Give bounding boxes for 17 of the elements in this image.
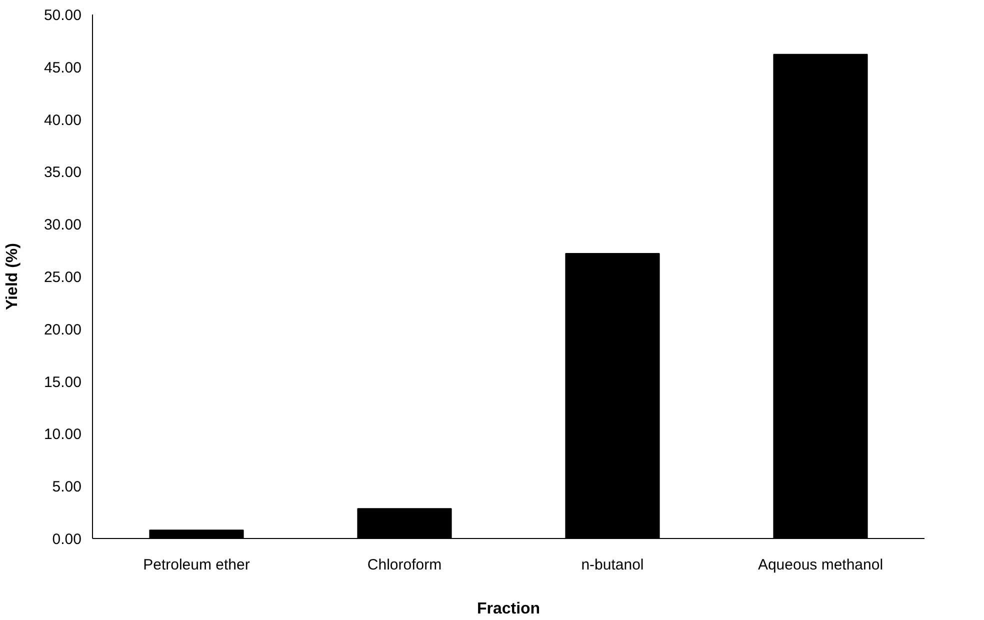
y-tick-label: 10.00: [44, 426, 82, 444]
y-tick-label: 30.00: [44, 216, 82, 234]
y-tick-label: 15.00: [44, 374, 82, 391]
y-tick-label: 35.00: [44, 164, 82, 182]
y-tick-label: 20.00: [44, 321, 82, 338]
x-tick-label: n-butanol: [581, 556, 644, 574]
y-axis-title: Yield (%): [4, 243, 21, 310]
y-tick-label: 5.00: [52, 478, 82, 496]
x-axis-title: Fraction: [476, 600, 540, 618]
x-tick-label: Chloroform: [367, 556, 442, 574]
x-tick-label: Aqueous methanol: [758, 556, 884, 574]
y-tick-label: 45.00: [44, 59, 82, 76]
x-tick-label: Petroleum ether: [143, 556, 250, 574]
y-tick-label: 40.00: [44, 112, 82, 129]
y-tick-label: 25.00: [44, 269, 82, 286]
y-tick-label: 50.00: [44, 7, 82, 24]
y-tick-label: 0.00: [52, 531, 82, 548]
